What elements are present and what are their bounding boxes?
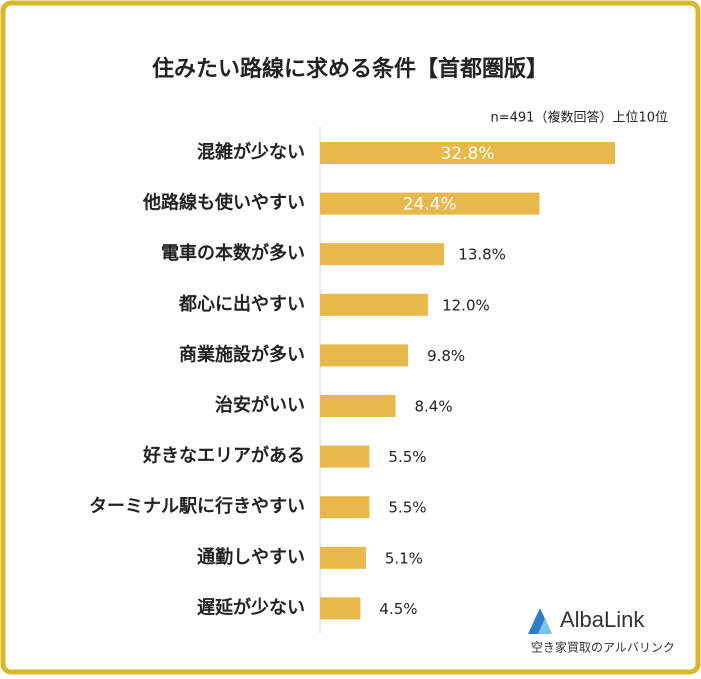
category-label: 都心に出やすい (178, 293, 305, 315)
bar (320, 546, 366, 569)
value-label: 5.5% (388, 499, 426, 517)
bar (320, 192, 540, 215)
category-label: 治安がいい (215, 394, 305, 416)
logo-tagline: 空き家買取のアルバリンク (531, 640, 675, 655)
bar (320, 496, 370, 519)
bar (320, 293, 428, 316)
category-label: 混雑が少ない (197, 141, 305, 163)
category-label: 電車の本数が多い (161, 242, 305, 264)
bar (320, 243, 445, 266)
value-label: 9.8% (427, 347, 465, 365)
logo-mark (538, 618, 552, 634)
category-label: ターミナル駅に行きやすい (89, 495, 305, 517)
value-label: 13.8% (458, 246, 506, 264)
value-label: 5.5% (388, 448, 426, 466)
value-label: 32.8% (440, 144, 494, 164)
value-label: 4.5% (379, 600, 417, 618)
bar (320, 395, 396, 417)
note: n=491（複数回答）上位10位 (491, 110, 669, 126)
logo: AlbaLink 空き家買取のアルバリンク (528, 607, 675, 655)
bar (320, 344, 409, 367)
category-label: 他路線も使いやすい (142, 192, 305, 214)
category-label: 商業施設が多い (179, 343, 305, 365)
bar (320, 597, 361, 620)
category-label: 通勤しやすい (197, 546, 305, 568)
logo-name: AlbaLink (560, 607, 645, 632)
value-label: 5.1% (385, 549, 423, 567)
bar (320, 445, 370, 468)
value-label: 12.0% (442, 296, 490, 314)
value-label: 8.4% (414, 398, 452, 416)
chart-title: 住みたい路線に求める条件【首都圏版】 (152, 56, 548, 82)
bar (320, 142, 615, 164)
category-label: 好きなエリアがある (142, 445, 305, 467)
value-label: 24.4% (403, 195, 457, 215)
category-label: 遅延が少ない (197, 596, 305, 618)
